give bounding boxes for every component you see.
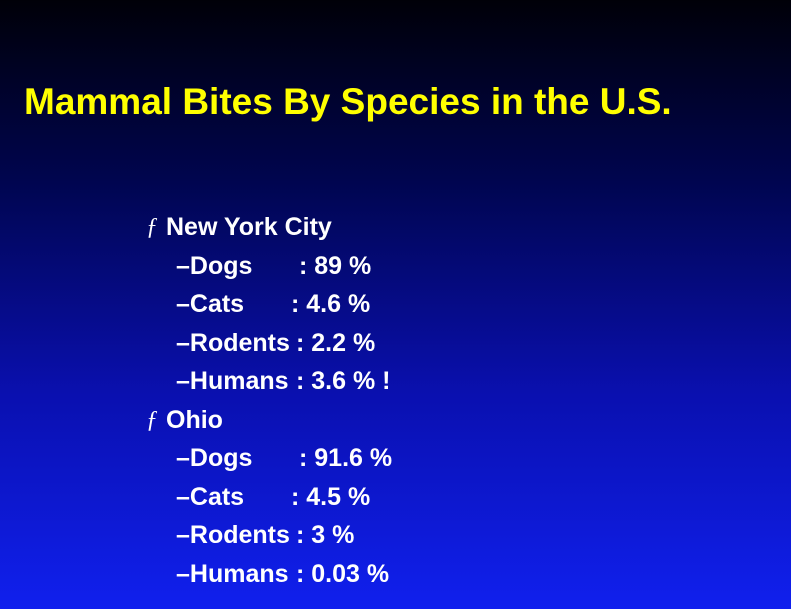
- stat-row-nyc-rodents: –Rodents : 2.2 %: [146, 324, 392, 363]
- stat-row-ohio-rodents: –Rodents : 3 %: [146, 516, 392, 555]
- group-heading-label: Ohio: [166, 405, 223, 434]
- slide-body: ƒ New York City –Dogs : 89 % –Cats : 4.6…: [146, 208, 392, 593]
- stat-label: –Dogs: [176, 444, 253, 472]
- stat-value: : 3.6 % !: [296, 367, 391, 395]
- stat-label: –Rodents: [176, 328, 290, 357]
- stat-value: : 89 %: [299, 251, 372, 280]
- stat-value: : 2.2 %: [296, 328, 376, 357]
- stat-value: : 91.6 %: [299, 444, 393, 472]
- bullet-icon: ƒ: [146, 214, 158, 240]
- group-heading-label: New York City: [166, 213, 332, 241]
- stat-label: –Dogs: [176, 251, 253, 280]
- stat-row-nyc-dogs: –Dogs : 89 %: [146, 247, 392, 286]
- slide-title: Mammal Bites By Species in the U.S.: [24, 81, 672, 122]
- stat-row-ohio-humans: –Humans : 0.03 %: [146, 555, 392, 594]
- group-heading-new-york-city: ƒ New York City: [146, 208, 392, 247]
- stat-label: –Cats: [176, 482, 245, 511]
- stat-label: –Rodents: [176, 521, 290, 549]
- stat-label: –Humans: [176, 367, 289, 395]
- stat-value: : 0.03 %: [296, 559, 390, 588]
- stat-value: : 4.5 %: [291, 482, 371, 511]
- stat-row-nyc-cats: –Cats : 4.6 %: [146, 285, 392, 324]
- stat-row-nyc-humans: –Humans : 3.6 % !: [146, 362, 392, 401]
- bullet-icon: ƒ: [146, 406, 158, 433]
- stat-row-ohio-dogs: –Dogs : 91.6 %: [146, 439, 392, 478]
- stat-value: : 4.6 %: [291, 290, 371, 318]
- stat-label: –Humans: [176, 559, 289, 588]
- stat-row-ohio-cats: –Cats : 4.5 %: [146, 478, 392, 517]
- group-heading-ohio: ƒ Ohio: [146, 401, 392, 440]
- stat-value: : 3 %: [296, 521, 355, 549]
- stat-label: –Cats: [176, 290, 245, 318]
